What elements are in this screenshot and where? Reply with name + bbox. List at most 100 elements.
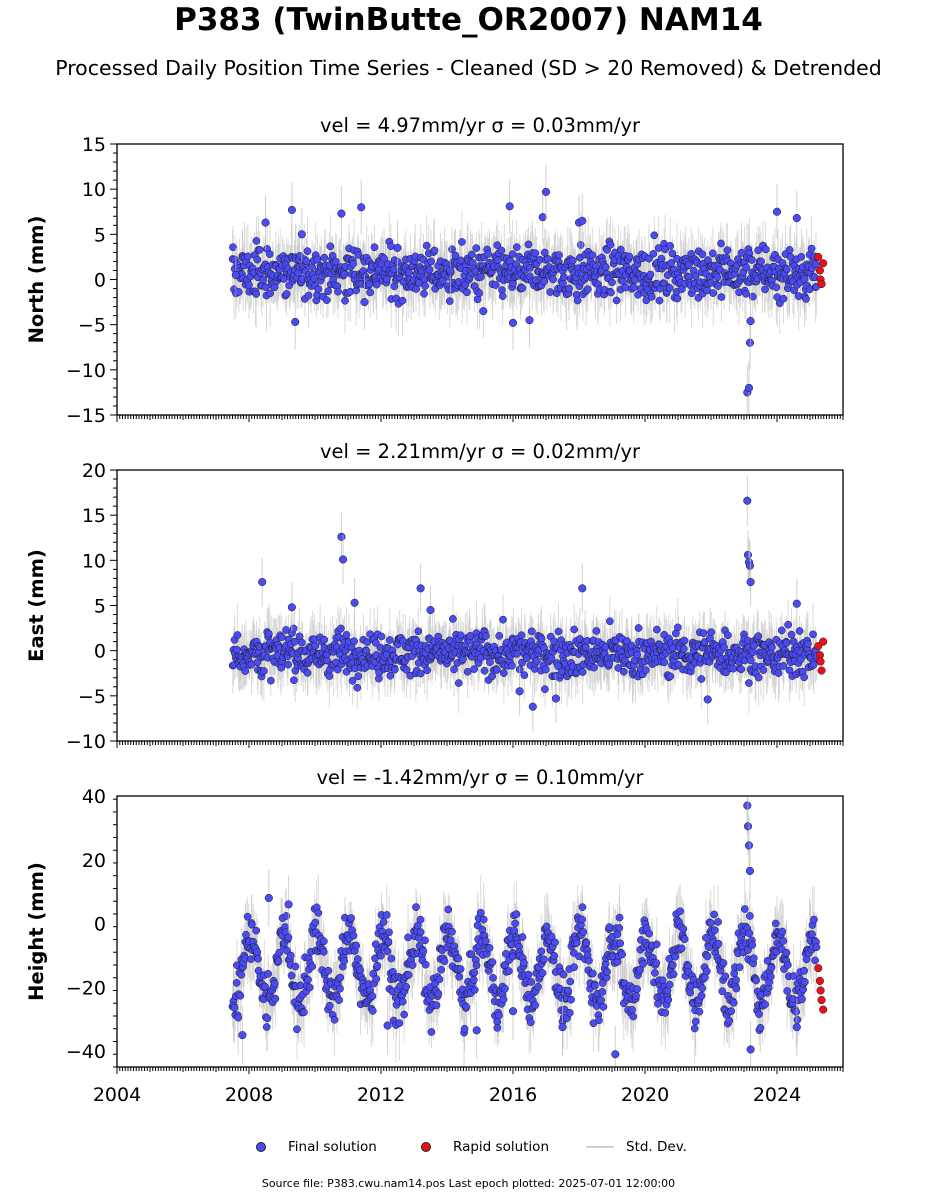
final-point xyxy=(467,250,476,259)
final-point xyxy=(759,666,768,674)
final-point xyxy=(339,555,348,564)
final-point xyxy=(290,676,298,685)
final-point xyxy=(674,660,683,669)
final-point xyxy=(322,296,331,305)
final-point xyxy=(717,293,726,301)
final-point xyxy=(707,628,716,637)
final-point xyxy=(337,209,346,218)
final-point xyxy=(470,665,478,673)
final-point xyxy=(380,254,388,263)
final-point xyxy=(708,249,717,258)
final-point xyxy=(565,284,573,293)
final-point xyxy=(255,245,264,254)
final-point xyxy=(303,247,312,255)
final-point xyxy=(508,250,517,258)
final-point xyxy=(619,667,628,676)
final-point xyxy=(745,338,754,347)
final-point xyxy=(660,658,669,667)
final-point xyxy=(761,245,770,254)
final-point xyxy=(757,257,765,266)
final-point xyxy=(778,259,787,267)
final-point xyxy=(578,668,587,676)
final-point xyxy=(554,627,563,636)
final-point xyxy=(581,643,590,652)
final-point xyxy=(713,273,722,282)
final-point xyxy=(477,273,485,281)
y-tick-label: −10 xyxy=(66,360,106,382)
final-point xyxy=(537,634,546,643)
final-point xyxy=(761,285,769,294)
final-point xyxy=(508,318,518,327)
final-point xyxy=(546,288,555,296)
final-point xyxy=(518,284,527,293)
final-point xyxy=(743,496,752,505)
final-point xyxy=(559,279,567,288)
final-point xyxy=(573,296,582,305)
final-point xyxy=(742,289,750,298)
rapid-point xyxy=(816,657,825,666)
final-point xyxy=(779,662,788,670)
final-point xyxy=(680,636,689,645)
panel-1: −15 −10 −5 0 5 10 15 vel = 4.97mm/yr σ = 0.03mm… xyxy=(25,114,844,427)
final-point xyxy=(331,257,340,266)
rapid-point xyxy=(814,252,823,261)
final-point xyxy=(241,667,250,675)
final-point xyxy=(297,230,306,239)
final-point xyxy=(641,666,650,674)
final-point xyxy=(231,270,240,280)
plot-area xyxy=(228,796,828,1067)
final-point xyxy=(748,256,756,264)
plot-area xyxy=(228,476,828,732)
final-point xyxy=(258,577,267,587)
final-point xyxy=(445,297,454,305)
final-point xyxy=(499,615,507,624)
final-point xyxy=(326,242,335,251)
y-tick-label: −5 xyxy=(78,686,106,708)
final-point xyxy=(748,648,757,657)
final-point xyxy=(621,283,630,292)
final-point xyxy=(320,635,329,644)
final-point xyxy=(754,673,763,682)
panel-title: vel = 4.97mm/yr σ = 0.03mm/yr xyxy=(320,114,641,137)
rapid-point xyxy=(815,266,824,275)
final-point xyxy=(402,665,411,674)
final-point xyxy=(720,643,728,652)
final-point xyxy=(691,272,700,280)
final-point xyxy=(412,285,420,293)
final-point xyxy=(282,290,291,298)
final-point xyxy=(541,685,549,694)
final-point xyxy=(634,624,643,632)
rapid-point xyxy=(817,666,826,675)
final-point xyxy=(266,289,274,298)
final-point xyxy=(541,665,550,674)
final-point xyxy=(746,656,755,665)
final-point xyxy=(568,256,577,265)
final-point xyxy=(350,637,358,646)
final-point xyxy=(777,626,786,635)
final-point xyxy=(325,672,334,680)
final-point xyxy=(666,242,675,250)
final-point xyxy=(243,252,252,261)
y-tick-label: 5 xyxy=(94,596,106,618)
final-points-cloud xyxy=(228,615,821,694)
final-point xyxy=(601,263,610,272)
final-point xyxy=(742,263,751,272)
final-point xyxy=(614,664,623,672)
final-point xyxy=(746,577,755,587)
final-point xyxy=(541,187,551,196)
final-point xyxy=(645,254,653,263)
final-point xyxy=(459,655,467,663)
final-point xyxy=(649,249,658,258)
final-point xyxy=(372,639,380,647)
final-point xyxy=(809,630,817,639)
final-point xyxy=(551,694,560,703)
final-point xyxy=(697,675,706,683)
final-point xyxy=(342,631,351,639)
final-point xyxy=(390,665,399,674)
final-outliers xyxy=(231,164,801,415)
final-point xyxy=(588,251,597,259)
final-point xyxy=(372,280,381,289)
final-point xyxy=(787,630,796,639)
final-point xyxy=(360,298,369,307)
